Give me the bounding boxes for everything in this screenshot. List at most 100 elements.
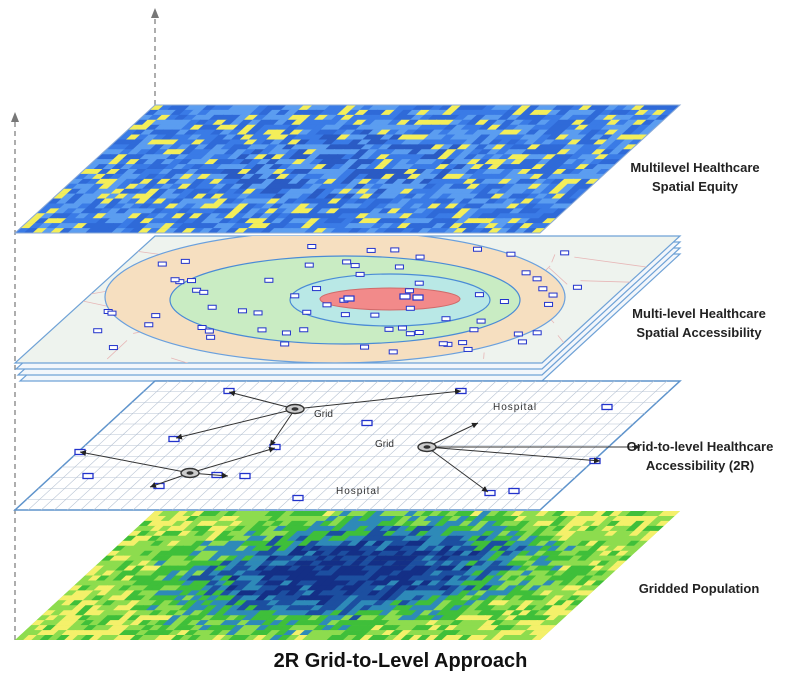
population-cell [292, 560, 308, 566]
equity-cell [372, 213, 388, 219]
equity-cell [390, 124, 406, 130]
equity-cell [350, 105, 367, 111]
population-cell [356, 615, 372, 621]
equity-cell [446, 105, 463, 111]
equity-cell [578, 144, 595, 150]
population-cell [536, 630, 552, 636]
population-cell [593, 570, 609, 576]
population-cell [636, 530, 652, 537]
road-line [86, 265, 108, 274]
equity-cell [115, 144, 131, 150]
population-cell [141, 555, 157, 561]
equity-cell [573, 149, 589, 155]
equity-cell [146, 139, 163, 145]
population-cell [354, 511, 370, 517]
population-cell [468, 625, 484, 631]
equity-cell [367, 193, 383, 199]
population-cell [141, 525, 157, 532]
equity-cell [253, 193, 270, 199]
population-cell [428, 525, 444, 532]
equity-cell [109, 149, 126, 155]
equity-cell [448, 223, 465, 229]
population-cell [336, 595, 352, 601]
population-cell [647, 520, 663, 527]
equity-cell [142, 223, 159, 229]
equity-cell [79, 169, 95, 175]
population-cell [300, 560, 316, 566]
population-cell [287, 610, 303, 616]
equity-label-line1: Multilevel Healthcare [630, 160, 760, 175]
equity-cell [574, 188, 590, 194]
population-cell [196, 565, 212, 571]
population-cell [409, 550, 425, 556]
population-cell [586, 515, 602, 522]
equity-cell [387, 223, 404, 229]
equity-cell [55, 198, 72, 204]
population-cell [320, 610, 336, 616]
population-cell [517, 595, 533, 601]
population-cell [489, 590, 505, 596]
equity-cell [551, 169, 568, 175]
population-cell [128, 545, 143, 551]
equity-cell [584, 114, 601, 121]
equity-cell [182, 178, 198, 185]
equity-cell [485, 109, 501, 116]
equity-cell [228, 169, 244, 175]
population-cell [164, 625, 180, 631]
population-cell [158, 570, 174, 576]
equity-cell [333, 169, 349, 175]
equity-cell [313, 114, 330, 121]
population-cell [460, 625, 476, 631]
population-cell [485, 525, 501, 532]
population-cell [339, 600, 355, 606]
population-cell [451, 580, 467, 586]
equity-cell [378, 223, 395, 229]
facility-marker [474, 292, 484, 298]
population-cell [117, 540, 132, 546]
equity-cell [314, 218, 330, 224]
equity-cell [281, 208, 297, 214]
equity-cell [176, 208, 192, 214]
population-cell [578, 530, 594, 537]
equity-cell [455, 105, 472, 111]
equity-cell [483, 119, 499, 125]
equity-cell [461, 139, 478, 145]
equity-cell [415, 109, 431, 116]
equity-cell [434, 188, 450, 194]
population-cell [104, 590, 120, 596]
equity-cell [530, 188, 546, 194]
population-cell [289, 555, 305, 561]
equity-cell [96, 169, 113, 175]
population-cell [464, 560, 480, 566]
equity-cell [225, 139, 241, 145]
equity-cell [406, 173, 422, 180]
population-cell [457, 635, 473, 640]
equity-cell [435, 203, 451, 209]
equity-cell [147, 154, 164, 160]
equity-cell [211, 183, 228, 189]
equity-cell [225, 203, 241, 209]
equity-cell [515, 154, 531, 160]
equity-cell [220, 119, 237, 125]
population-cell [555, 605, 571, 611]
population-cell [175, 600, 191, 606]
equity-cell [192, 129, 208, 135]
population-cell [275, 560, 291, 566]
equity-cell [148, 193, 165, 199]
equity-cell [294, 124, 310, 130]
equity-cell [532, 178, 548, 185]
population-cell [332, 515, 348, 522]
equity-cell [422, 223, 439, 229]
population-cell [221, 565, 237, 571]
population-cell [437, 585, 453, 591]
zone-core [319, 287, 461, 311]
equity-cell [475, 198, 492, 204]
population-cell [333, 575, 349, 581]
equity-cell [301, 173, 317, 180]
equity-cell [288, 193, 305, 199]
population-cell [625, 511, 641, 517]
population-cell [127, 530, 143, 537]
equity-cell [416, 124, 433, 130]
population-cell [509, 610, 525, 616]
equity-cell [238, 183, 254, 189]
